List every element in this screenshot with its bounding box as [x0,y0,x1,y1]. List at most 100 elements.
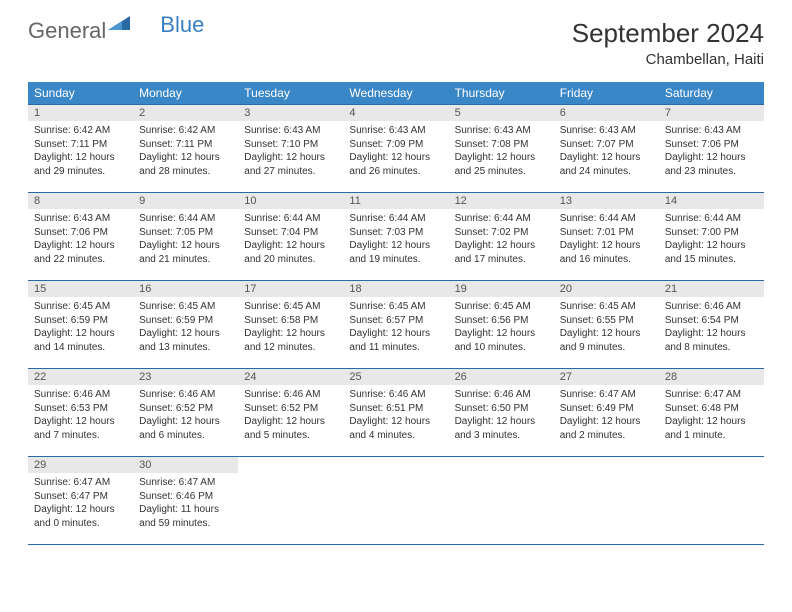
cell-body: Sunrise: 6:43 AMSunset: 7:06 PMDaylight:… [659,121,764,182]
day-number: 18 [343,281,448,297]
daylight-line: Daylight: 12 hours and 26 minutes. [349,151,442,178]
calendar-cell: 24Sunrise: 6:46 AMSunset: 6:52 PMDayligh… [238,369,343,457]
title-block: September 2024 Chambellan, Haiti [572,18,764,68]
sunset-line: Sunset: 6:58 PM [244,314,337,328]
daylight-line: Daylight: 12 hours and 5 minutes. [244,415,337,442]
sunrise-line: Sunrise: 6:44 AM [665,212,758,226]
day-number: 27 [554,369,659,385]
sunrise-line: Sunrise: 6:43 AM [244,124,337,138]
calendar-cell: 19Sunrise: 6:45 AMSunset: 6:56 PMDayligh… [449,281,554,369]
logo-text-blue: Blue [160,12,204,38]
daylight-line: Daylight: 12 hours and 28 minutes. [139,151,232,178]
sunset-line: Sunset: 7:01 PM [560,226,653,240]
calendar-cell: 13Sunrise: 6:44 AMSunset: 7:01 PMDayligh… [554,193,659,281]
sunset-line: Sunset: 6:57 PM [349,314,442,328]
daylight-line: Daylight: 12 hours and 14 minutes. [34,327,127,354]
daylight-line: Daylight: 12 hours and 23 minutes. [665,151,758,178]
day-number: 21 [659,281,764,297]
calendar-cell: 25Sunrise: 6:46 AMSunset: 6:51 PMDayligh… [343,369,448,457]
calendar-cell: 16Sunrise: 6:45 AMSunset: 6:59 PMDayligh… [133,281,238,369]
calendar-cell [659,457,764,545]
day-number: 16 [133,281,238,297]
sunset-line: Sunset: 7:04 PM [244,226,337,240]
cell-body: Sunrise: 6:44 AMSunset: 7:04 PMDaylight:… [238,209,343,270]
calendar-cell: 9Sunrise: 6:44 AMSunset: 7:05 PMDaylight… [133,193,238,281]
cell-body: Sunrise: 6:43 AMSunset: 7:06 PMDaylight:… [28,209,133,270]
day-number: 13 [554,193,659,209]
weekday-header: Tuesday [238,82,343,105]
calendar-cell: 4Sunrise: 6:43 AMSunset: 7:09 PMDaylight… [343,105,448,193]
calendar-cell: 1Sunrise: 6:42 AMSunset: 7:11 PMDaylight… [28,105,133,193]
calendar-cell [449,457,554,545]
calendar-cell [238,457,343,545]
cell-body: Sunrise: 6:43 AMSunset: 7:09 PMDaylight:… [343,121,448,182]
sunrise-line: Sunrise: 6:47 AM [560,388,653,402]
cell-body: Sunrise: 6:42 AMSunset: 7:11 PMDaylight:… [28,121,133,182]
calendar-cell: 10Sunrise: 6:44 AMSunset: 7:04 PMDayligh… [238,193,343,281]
calendar-cell: 8Sunrise: 6:43 AMSunset: 7:06 PMDaylight… [28,193,133,281]
sunset-line: Sunset: 6:53 PM [34,402,127,416]
sunrise-line: Sunrise: 6:46 AM [139,388,232,402]
calendar-cell: 18Sunrise: 6:45 AMSunset: 6:57 PMDayligh… [343,281,448,369]
sunset-line: Sunset: 6:59 PM [139,314,232,328]
day-number: 8 [28,193,133,209]
sunrise-line: Sunrise: 6:44 AM [560,212,653,226]
sunrise-line: Sunrise: 6:43 AM [455,124,548,138]
sunset-line: Sunset: 7:11 PM [139,138,232,152]
day-number: 22 [28,369,133,385]
sunset-line: Sunset: 7:07 PM [560,138,653,152]
daylight-line: Daylight: 12 hours and 1 minute. [665,415,758,442]
sunrise-line: Sunrise: 6:47 AM [139,476,232,490]
sunrise-line: Sunrise: 6:47 AM [665,388,758,402]
calendar-cell: 11Sunrise: 6:44 AMSunset: 7:03 PMDayligh… [343,193,448,281]
day-number: 2 [133,105,238,121]
cell-body: Sunrise: 6:45 AMSunset: 6:59 PMDaylight:… [28,297,133,358]
sunset-line: Sunset: 7:09 PM [349,138,442,152]
daylight-line: Daylight: 12 hours and 8 minutes. [665,327,758,354]
sunset-line: Sunset: 7:06 PM [665,138,758,152]
sunset-line: Sunset: 7:08 PM [455,138,548,152]
day-number: 28 [659,369,764,385]
daylight-line: Daylight: 12 hours and 27 minutes. [244,151,337,178]
logo-triangle-icon [108,10,130,36]
cell-body: Sunrise: 6:45 AMSunset: 6:59 PMDaylight:… [133,297,238,358]
weekday-header: Wednesday [343,82,448,105]
day-number: 23 [133,369,238,385]
calendar-cell: 5Sunrise: 6:43 AMSunset: 7:08 PMDaylight… [449,105,554,193]
cell-body: Sunrise: 6:46 AMSunset: 6:53 PMDaylight:… [28,385,133,446]
calendar-cell: 12Sunrise: 6:44 AMSunset: 7:02 PMDayligh… [449,193,554,281]
calendar-cell: 30Sunrise: 6:47 AMSunset: 6:46 PMDayligh… [133,457,238,545]
sunrise-line: Sunrise: 6:45 AM [560,300,653,314]
calendar-cell: 6Sunrise: 6:43 AMSunset: 7:07 PMDaylight… [554,105,659,193]
calendar-cell [343,457,448,545]
sunrise-line: Sunrise: 6:43 AM [34,212,127,226]
day-number: 19 [449,281,554,297]
sunrise-line: Sunrise: 6:42 AM [34,124,127,138]
calendar-cell [554,457,659,545]
sunrise-line: Sunrise: 6:45 AM [139,300,232,314]
sunrise-line: Sunrise: 6:45 AM [244,300,337,314]
daylight-line: Daylight: 12 hours and 22 minutes. [34,239,127,266]
sunrise-line: Sunrise: 6:47 AM [34,476,127,490]
calendar-cell: 20Sunrise: 6:45 AMSunset: 6:55 PMDayligh… [554,281,659,369]
calendar-row: 29Sunrise: 6:47 AMSunset: 6:47 PMDayligh… [28,457,764,545]
calendar-cell: 2Sunrise: 6:42 AMSunset: 7:11 PMDaylight… [133,105,238,193]
cell-body: Sunrise: 6:45 AMSunset: 6:57 PMDaylight:… [343,297,448,358]
daylight-line: Daylight: 11 hours and 59 minutes. [139,503,232,530]
cell-body: Sunrise: 6:43 AMSunset: 7:08 PMDaylight:… [449,121,554,182]
calendar-table: Sunday Monday Tuesday Wednesday Thursday… [28,82,764,545]
daylight-line: Daylight: 12 hours and 15 minutes. [665,239,758,266]
daylight-line: Daylight: 12 hours and 21 minutes. [139,239,232,266]
day-number: 10 [238,193,343,209]
sunset-line: Sunset: 6:55 PM [560,314,653,328]
weekday-header: Friday [554,82,659,105]
sunset-line: Sunset: 6:51 PM [349,402,442,416]
sunrise-line: Sunrise: 6:44 AM [455,212,548,226]
cell-body: Sunrise: 6:46 AMSunset: 6:52 PMDaylight:… [238,385,343,446]
sunrise-line: Sunrise: 6:45 AM [455,300,548,314]
daylight-line: Daylight: 12 hours and 24 minutes. [560,151,653,178]
day-number: 5 [449,105,554,121]
day-number: 25 [343,369,448,385]
sunrise-line: Sunrise: 6:44 AM [139,212,232,226]
sunset-line: Sunset: 7:03 PM [349,226,442,240]
